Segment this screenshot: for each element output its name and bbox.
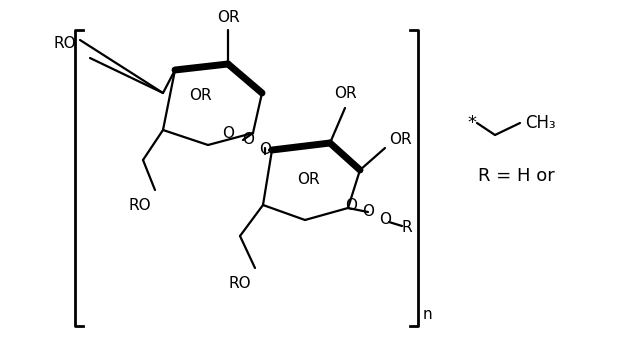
- Text: O: O: [379, 213, 391, 228]
- Text: OR: OR: [189, 88, 211, 103]
- Text: CH₃: CH₃: [525, 114, 556, 132]
- Text: n: n: [423, 307, 433, 322]
- Text: O: O: [362, 205, 374, 220]
- Text: O: O: [259, 142, 271, 158]
- Text: O: O: [345, 198, 357, 213]
- Text: R: R: [402, 221, 412, 236]
- Text: OR: OR: [388, 133, 412, 148]
- Text: O: O: [222, 126, 234, 141]
- Text: RO: RO: [129, 198, 151, 213]
- Text: OR: OR: [333, 86, 356, 101]
- Text: *: *: [467, 114, 477, 132]
- Text: R = H or: R = H or: [477, 167, 554, 185]
- Text: OR: OR: [217, 10, 239, 25]
- Text: RO: RO: [54, 35, 76, 50]
- Text: RO: RO: [228, 276, 252, 291]
- Text: OR: OR: [297, 173, 319, 188]
- Text: O: O: [242, 133, 254, 148]
